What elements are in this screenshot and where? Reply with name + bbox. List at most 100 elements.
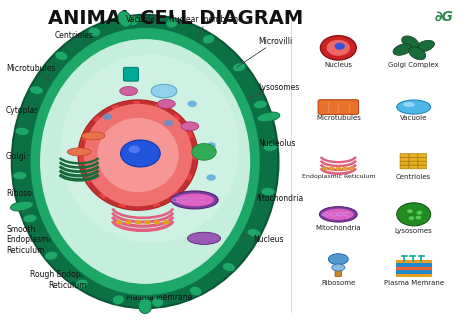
Circle shape xyxy=(164,120,173,126)
Ellipse shape xyxy=(254,100,267,109)
Circle shape xyxy=(154,220,160,224)
Text: Microtubules: Microtubules xyxy=(316,115,361,121)
Ellipse shape xyxy=(10,201,33,211)
Ellipse shape xyxy=(416,40,435,52)
Text: Lysosomes: Lysosomes xyxy=(395,228,433,234)
FancyBboxPatch shape xyxy=(400,161,409,165)
Circle shape xyxy=(336,167,341,171)
Ellipse shape xyxy=(119,87,137,96)
Circle shape xyxy=(322,167,328,171)
Ellipse shape xyxy=(13,172,27,180)
Text: Cytoplasm: Cytoplasm xyxy=(6,106,60,121)
Text: Nucleus: Nucleus xyxy=(204,224,284,245)
Ellipse shape xyxy=(401,36,419,49)
Text: Plasma Memrane: Plasma Memrane xyxy=(383,280,444,286)
Ellipse shape xyxy=(263,143,277,151)
Text: Rough Endoplasmic
Reticulum: Rough Endoplasmic Reticulum xyxy=(30,259,105,290)
Ellipse shape xyxy=(261,188,275,196)
Ellipse shape xyxy=(166,18,178,28)
FancyBboxPatch shape xyxy=(123,68,138,81)
Ellipse shape xyxy=(222,263,235,272)
Circle shape xyxy=(188,101,197,107)
Text: Plasma Memrane: Plasma Memrane xyxy=(126,279,192,302)
Circle shape xyxy=(342,167,348,171)
FancyBboxPatch shape xyxy=(418,153,427,157)
FancyBboxPatch shape xyxy=(335,266,342,276)
Ellipse shape xyxy=(112,295,124,305)
Circle shape xyxy=(417,211,422,215)
Ellipse shape xyxy=(118,11,132,27)
Ellipse shape xyxy=(55,51,68,60)
Circle shape xyxy=(103,113,112,120)
Ellipse shape xyxy=(84,104,192,206)
Ellipse shape xyxy=(78,100,198,210)
Circle shape xyxy=(128,145,140,153)
Ellipse shape xyxy=(75,279,88,288)
Text: Nuclear membrane: Nuclear membrane xyxy=(170,15,243,76)
FancyBboxPatch shape xyxy=(400,165,409,169)
Text: Nucleolus: Nucleolus xyxy=(233,140,296,150)
Circle shape xyxy=(120,140,160,167)
Text: Mitochondria: Mitochondria xyxy=(316,225,361,231)
Text: Microvilli: Microvilli xyxy=(237,37,292,67)
Ellipse shape xyxy=(393,44,412,55)
FancyBboxPatch shape xyxy=(400,157,409,161)
Ellipse shape xyxy=(45,251,58,260)
Ellipse shape xyxy=(97,118,179,192)
Text: Centrioles: Centrioles xyxy=(55,30,123,69)
Ellipse shape xyxy=(82,132,105,140)
Ellipse shape xyxy=(157,99,175,108)
Text: Lysosomes: Lysosomes xyxy=(237,83,300,101)
Ellipse shape xyxy=(257,112,280,122)
FancyBboxPatch shape xyxy=(409,157,418,161)
Circle shape xyxy=(397,203,431,226)
Text: Smooth
Endoplasmic
Reticulum: Smooth Endoplasmic Reticulum xyxy=(6,224,65,255)
Text: Vacuole: Vacuole xyxy=(400,115,428,121)
Circle shape xyxy=(206,174,216,181)
Ellipse shape xyxy=(88,27,100,36)
Circle shape xyxy=(116,220,122,224)
Circle shape xyxy=(192,143,216,160)
Text: Ribosome: Ribosome xyxy=(321,280,356,286)
Ellipse shape xyxy=(127,16,138,26)
Circle shape xyxy=(125,220,132,224)
Ellipse shape xyxy=(12,15,278,308)
FancyBboxPatch shape xyxy=(418,161,427,165)
Ellipse shape xyxy=(409,47,426,60)
Text: ANIMAL CELL DIAGRAM: ANIMAL CELL DIAGRAM xyxy=(48,9,303,28)
Ellipse shape xyxy=(67,148,91,156)
Ellipse shape xyxy=(332,264,345,271)
Ellipse shape xyxy=(151,84,177,98)
FancyBboxPatch shape xyxy=(418,157,427,161)
Text: Nucleus: Nucleus xyxy=(324,62,352,68)
FancyBboxPatch shape xyxy=(318,100,358,114)
Ellipse shape xyxy=(138,297,152,314)
Ellipse shape xyxy=(323,209,354,220)
FancyBboxPatch shape xyxy=(418,165,427,169)
Text: Vacuole: Vacuole xyxy=(126,15,155,53)
Text: ∂G: ∂G xyxy=(435,9,454,23)
Ellipse shape xyxy=(181,122,199,131)
Text: Centrioles: Centrioles xyxy=(396,174,431,180)
Ellipse shape xyxy=(319,207,357,222)
Text: Microtubules: Microtubules xyxy=(6,64,55,83)
Ellipse shape xyxy=(171,191,218,209)
FancyBboxPatch shape xyxy=(396,266,432,270)
Text: Ribosome: Ribosome xyxy=(6,189,64,204)
Circle shape xyxy=(163,220,170,224)
Ellipse shape xyxy=(188,232,220,245)
Circle shape xyxy=(327,40,350,56)
FancyBboxPatch shape xyxy=(396,263,432,266)
Text: Mitochondria: Mitochondria xyxy=(219,194,304,203)
Circle shape xyxy=(135,220,141,224)
Circle shape xyxy=(329,167,335,171)
Ellipse shape xyxy=(403,102,415,107)
Ellipse shape xyxy=(23,214,37,223)
Ellipse shape xyxy=(175,193,214,206)
Ellipse shape xyxy=(60,55,239,243)
Circle shape xyxy=(320,36,356,60)
FancyBboxPatch shape xyxy=(396,260,432,263)
Ellipse shape xyxy=(190,287,202,296)
Circle shape xyxy=(335,43,345,50)
FancyBboxPatch shape xyxy=(396,270,432,274)
